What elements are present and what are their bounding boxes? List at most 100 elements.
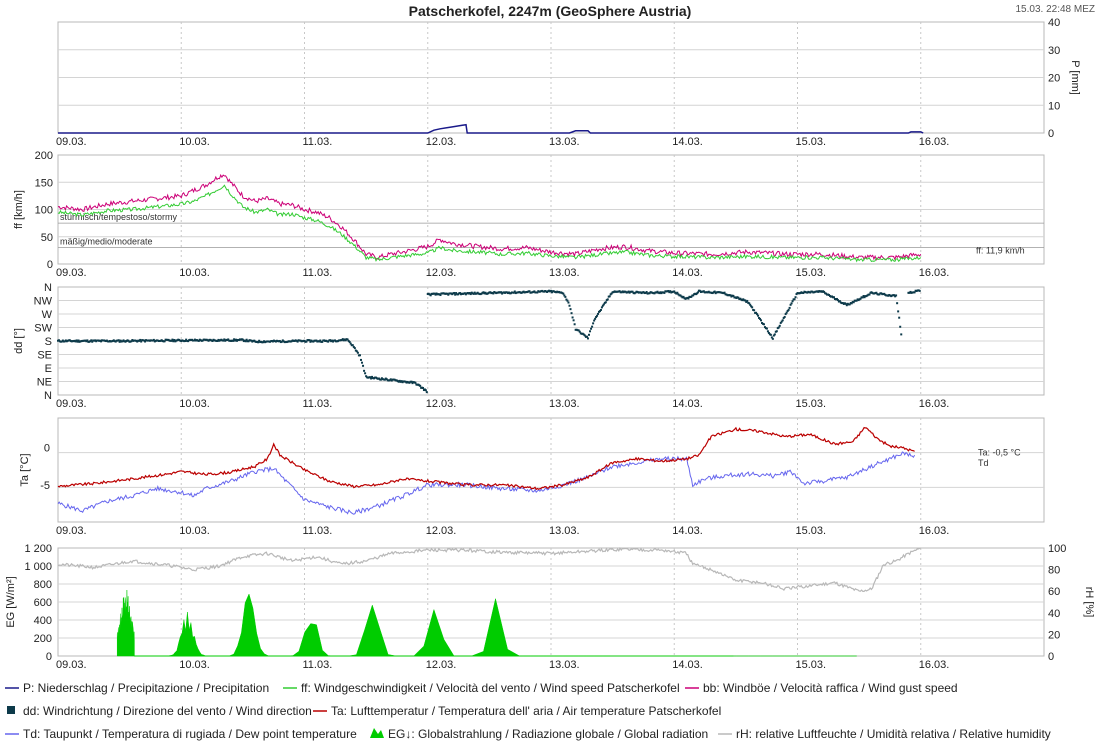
dir-point: [737, 296, 740, 299]
dir-point: [908, 291, 911, 294]
dir-point: [682, 295, 685, 298]
dir-point: [355, 350, 358, 353]
wind-x-tick-label: 10.03.: [179, 267, 210, 279]
rh-y-tick-label: 40: [1048, 608, 1060, 620]
dir-point: [782, 317, 785, 320]
dir-point: [77, 339, 80, 342]
legend-item-label: Td: Taupunkt / Temperatura di rugiada / …: [23, 727, 357, 741]
dir-point: [907, 291, 910, 294]
dir-point: [855, 299, 858, 302]
dir-point: [308, 339, 311, 342]
dir-point: [895, 294, 898, 297]
precip-y-tick-label: 0: [1048, 128, 1054, 140]
dir-point: [828, 294, 831, 297]
dir-point: [773, 333, 776, 336]
dir-x-tick-label: 10.03.: [179, 398, 210, 410]
dir-point: [898, 316, 901, 319]
precip-x-tick-label: 10.03.: [179, 136, 210, 148]
dir-point: [241, 338, 244, 341]
dir-point: [586, 337, 589, 340]
wind-y-tick-label: 50: [41, 232, 53, 244]
chart-title: Patscherkofel, 2247m (GeoSphere Austria): [409, 3, 692, 19]
dir-point: [90, 339, 93, 342]
dir-point: [565, 298, 568, 301]
dir-point: [702, 290, 705, 293]
dir-point: [836, 299, 839, 302]
dir-point: [579, 332, 582, 335]
dir-point: [593, 319, 596, 322]
dir-point: [118, 340, 121, 343]
dir-point: [679, 294, 682, 297]
dir-point: [130, 340, 133, 343]
dir-point: [61, 339, 64, 342]
dir-point: [848, 303, 851, 306]
wind-series-line: [57, 184, 922, 263]
precip-y-tick-label: 10: [1048, 100, 1060, 112]
dir-point: [500, 291, 503, 294]
dir-point: [757, 314, 760, 317]
precip-y-axis-label: P [mm]: [1069, 60, 1081, 95]
dir-point: [305, 340, 308, 343]
dir-point: [551, 291, 554, 294]
precip-x-tick-label: 15.03.: [796, 136, 827, 148]
dir-point: [749, 303, 752, 306]
dir-point: [788, 306, 791, 309]
rad-y-tick-label: 800: [34, 579, 52, 591]
dir-point: [327, 340, 330, 343]
dir-point: [352, 345, 355, 348]
dir-point: [349, 342, 352, 345]
dir-point: [434, 293, 437, 296]
dir-point: [341, 338, 344, 341]
dir-point: [698, 289, 701, 292]
dir-y-tick-label: N: [44, 282, 52, 294]
legend-item-label: rH: relative Luftfeuchte / Umidità relat…: [736, 727, 1051, 741]
dir-point: [560, 291, 563, 294]
dir-point: [171, 338, 174, 341]
temp-x-tick-label: 10.03.: [179, 525, 210, 537]
temp-x-tick-label: 16.03.: [919, 525, 950, 537]
temp-x-tick-label: 15.03.: [796, 525, 827, 537]
dir-point: [863, 296, 866, 299]
dir-point: [832, 296, 835, 299]
dir-point: [575, 328, 578, 331]
dir-point: [424, 389, 427, 392]
rad-y-axis-label: EG [W/m²]: [5, 576, 17, 627]
dir-point: [139, 338, 142, 341]
dir-point: [469, 293, 472, 296]
gust-series-line: [57, 173, 922, 261]
dir-point: [791, 300, 794, 303]
rad-x-tick-label: 13.03.: [549, 659, 580, 671]
dir-point: [875, 291, 878, 294]
dir-point: [918, 289, 921, 292]
dir-point: [683, 297, 686, 300]
dir-point: [172, 340, 175, 343]
dir-point: [594, 317, 597, 320]
dir-point: [344, 339, 347, 342]
dir-point: [599, 308, 602, 311]
dir-y-tick-label: S: [45, 336, 52, 348]
temp-x-tick-label: 11.03.: [303, 525, 333, 537]
radiation-area: [134, 598, 857, 657]
dir-point: [296, 340, 299, 343]
dir-point: [663, 291, 666, 294]
dir-point: [425, 391, 428, 394]
dir-point: [645, 291, 648, 294]
dir-point: [211, 340, 214, 343]
dir-point: [692, 294, 695, 297]
dir-point: [235, 338, 238, 341]
rad-y-tick-label: 400: [34, 615, 52, 627]
dir-point: [696, 291, 699, 294]
dir-point: [859, 297, 862, 300]
temp-x-tick-label: 14.03.: [672, 525, 703, 537]
dir-x-tick-label: 16.03.: [919, 398, 950, 410]
dir-point: [852, 301, 855, 304]
wind-zone-label: stürmisch/tempestoso/stormy: [60, 212, 178, 222]
dir-point: [492, 292, 495, 295]
legend-item-label: bb: Windböe / Velocità raffica / Wind gu…: [703, 681, 958, 695]
dir-point: [216, 339, 219, 342]
timestamp: 15.03. 22:48 MEZ: [1016, 4, 1096, 15]
dir-x-tick-label: 12.03.: [426, 398, 457, 410]
dir-point: [362, 364, 365, 367]
dir-point: [595, 316, 598, 319]
